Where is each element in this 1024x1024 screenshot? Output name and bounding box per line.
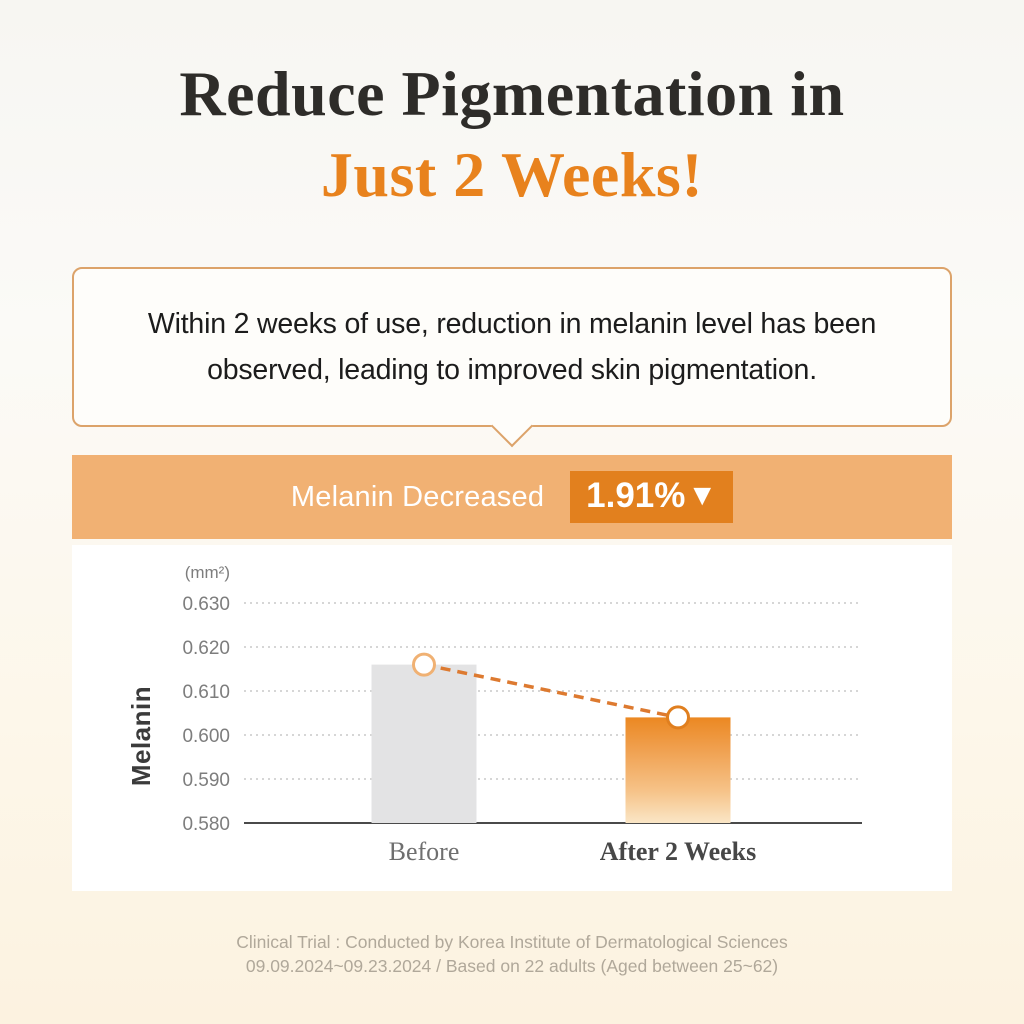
y-axis-unit: (mm²): [184, 563, 230, 582]
decrease-value: 1.91%: [586, 476, 686, 515]
y-tick-label: 0.590: [182, 770, 230, 791]
page-title-line1: Reduce Pigmentation in: [179, 58, 845, 129]
callout-speech-bubble: Within 2 weeks of use, reduction in mela…: [72, 267, 952, 448]
arrow-down-icon: ▼: [687, 479, 718, 512]
clinical-trial-footnote: Clinical Trial : Conducted by Korea Inst…: [0, 930, 1024, 978]
y-tick-label: 0.630: [182, 594, 230, 615]
decrease-badge: 1.91% ▼: [570, 471, 734, 523]
speech-bubble-pointer: [490, 404, 534, 448]
marker-after: [666, 705, 690, 730]
footnote-line2: 09.09.2024~09.23.2024 / Based on 22 adul…: [245, 956, 779, 977]
x-tick-before: Before: [388, 837, 460, 866]
marker-before: [412, 652, 436, 677]
chart-card: (mm²) Melanin 0.630 0.620 0.610 0.600 0.590 0…: [72, 545, 952, 891]
result-banner: Melanin Decreased 1.91% ▼: [72, 455, 952, 539]
y-tick-label: 0.580: [182, 814, 230, 835]
bar-after: [625, 717, 731, 823]
y-axis-title: Melanin: [126, 685, 156, 787]
y-tick-label: 0.600: [182, 726, 230, 747]
page-title: Reduce Pigmentation in Just 2 Weeks!: [0, 52, 1024, 215]
y-tick-label: 0.620: [182, 638, 230, 659]
x-tick-after: After 2 Weeks: [599, 837, 757, 866]
bar-before: [371, 664, 477, 823]
trend-connector-line: [423, 662, 679, 720]
y-tick-label: 0.610: [182, 682, 230, 703]
banner-label: Melanin Decreased: [290, 480, 545, 513]
melanin-bar-chart: 0.630 0.620 0.610 0.600 0.590 0.580: [182, 594, 862, 835]
callout-text: Within 2 weeks of use, reduction in mela…: [147, 307, 877, 386]
footnote-line1: Clinical Trial : Conducted by Korea Inst…: [236, 932, 788, 952]
page-title-line2: Just 2 Weeks!: [320, 139, 704, 211]
